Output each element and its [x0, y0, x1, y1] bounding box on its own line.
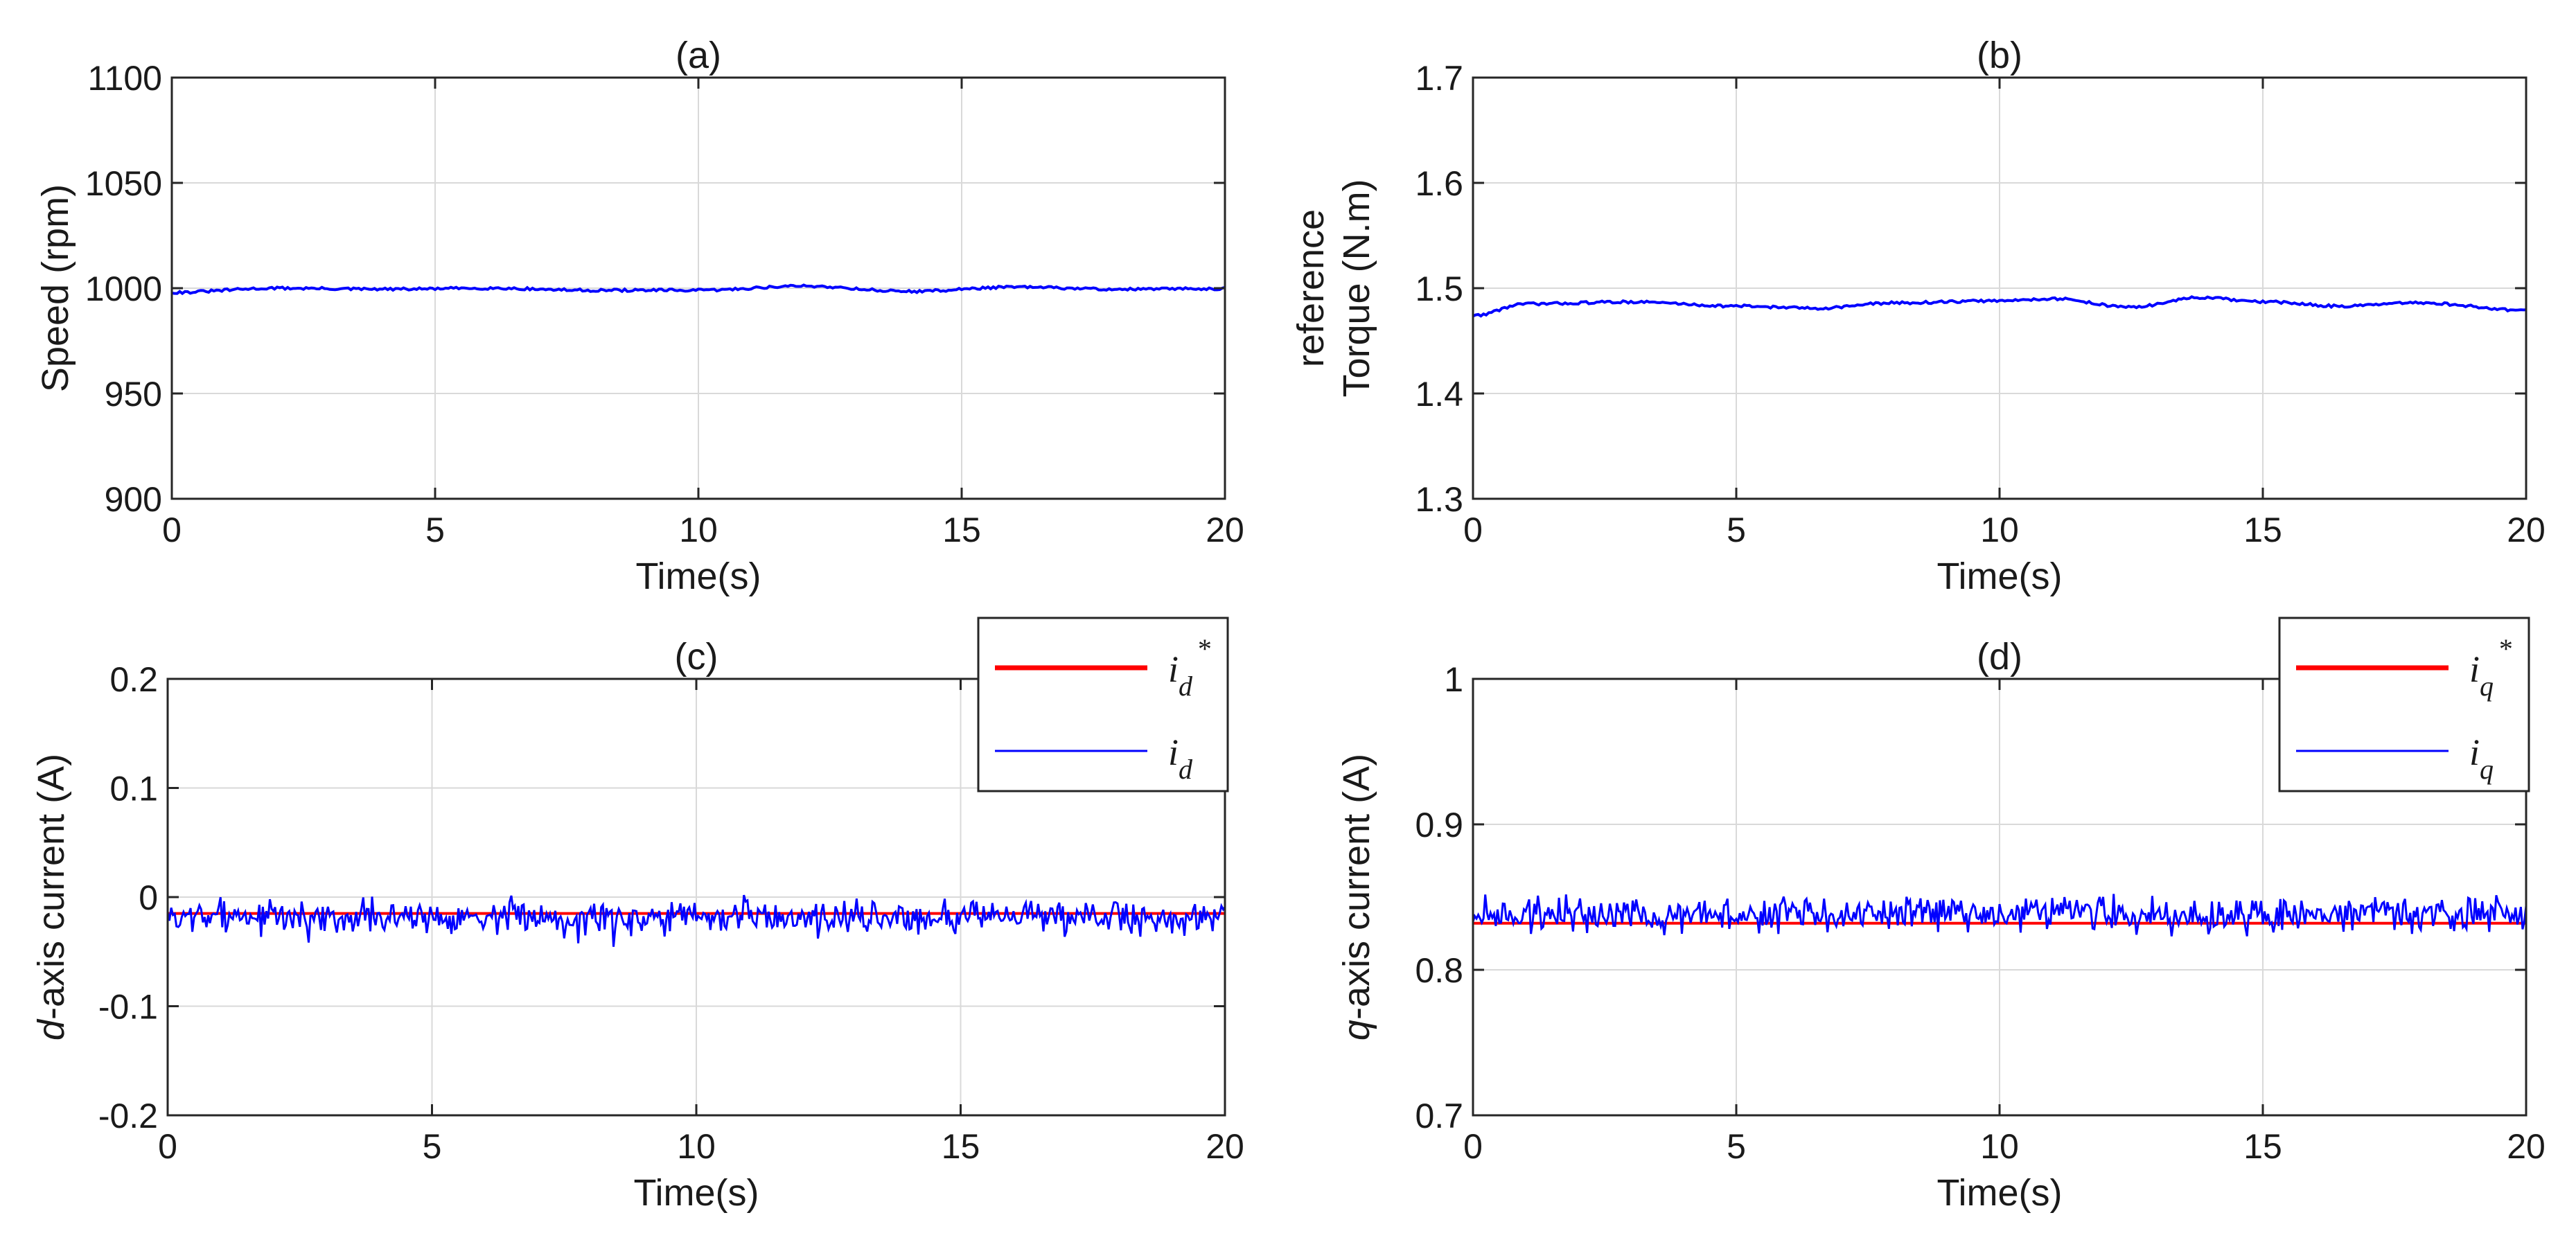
- panel-title: (b): [1977, 35, 2022, 76]
- series-reference-torque: [1473, 295, 2526, 318]
- legend-label-sub: d: [1179, 754, 1193, 785]
- y-tick-label: 1.4: [1415, 375, 1463, 414]
- x-tick-label: 0: [1463, 1127, 1483, 1166]
- y-tick-label: 0: [139, 878, 158, 917]
- legend: id*id: [977, 617, 1229, 792]
- panel-c-d-axis-current: 0 5 10 15 20-0.2-0.100.10.2(c)Time(s)d-axis …: [30, 617, 1244, 1214]
- y-tick-label: -0.2: [98, 1097, 158, 1135]
- y-tick-label: 1: [1444, 660, 1463, 699]
- y-tick-label: 0.7: [1415, 1097, 1463, 1135]
- y-tick-label: 1050: [85, 164, 162, 203]
- legend-label: iq*: [2469, 633, 2512, 702]
- x-tick-label: 0: [1463, 511, 1483, 549]
- y-tick-label: 900: [105, 480, 162, 519]
- y-tick-label: 1.7: [1415, 59, 1463, 98]
- panel-d-q-axis-current: 0 5 10 15 200.70.80.91(d)Time(s)q-axis curre…: [1336, 617, 2546, 1214]
- y-axis-label: reference: [1290, 209, 1332, 367]
- x-tick-label: 10: [1980, 511, 2019, 549]
- x-tick-label: 15: [942, 511, 981, 549]
- x-tick-label: 5: [1727, 511, 1746, 549]
- y-tick-label: 0.2: [109, 660, 158, 699]
- y-tick-label: -0.1: [98, 988, 158, 1027]
- y-axis-label: Speed (rpm): [35, 184, 76, 392]
- x-axis-label: Time(s): [1937, 556, 2063, 597]
- x-tick-label: 10: [679, 511, 718, 549]
- y-tick-label: 950: [105, 375, 162, 414]
- x-tick-label: 5: [425, 511, 445, 549]
- legend-label-sub: q: [2480, 754, 2494, 785]
- legend-box: [2278, 617, 2530, 792]
- y-axis-label-italic: d: [30, 1018, 72, 1040]
- legend-label-sup: *: [1197, 633, 1210, 664]
- x-tick-label: 20: [1206, 511, 1244, 549]
- series-i-d: [168, 894, 1225, 947]
- legend-label: iq: [2469, 732, 2494, 785]
- y-tick-label: 1.6: [1415, 164, 1463, 203]
- y-axis-label-italic: q: [1336, 1020, 1377, 1040]
- y-tick-label: 1.5: [1415, 269, 1463, 308]
- x-axis-label: Time(s): [1937, 1172, 2063, 1214]
- y-axis-label-rest: -axis current (A): [30, 754, 72, 1020]
- y-tick-label: 1000: [85, 269, 162, 308]
- legend: iq*iq: [2278, 617, 2530, 792]
- panel-title: (c): [675, 636, 718, 677]
- y-axis-label-rest: -axis current (A): [1336, 754, 1377, 1020]
- legend-label-sub: q: [2480, 671, 2494, 702]
- legend-label-base: i: [2469, 732, 2480, 773]
- x-tick-label: 5: [423, 1127, 442, 1166]
- y-tick-label: 1100: [87, 59, 162, 98]
- panel-title: (a): [676, 35, 721, 76]
- legend-label-base: i: [1168, 732, 1179, 773]
- y-axis-label: d-axis current (A): [30, 754, 72, 1040]
- y-axis-label: Torque (N.m): [1336, 179, 1377, 397]
- y-tick-label: 0.8: [1415, 951, 1463, 990]
- x-tick-label: 20: [2507, 1127, 2546, 1166]
- panel-b-reference-torque: 0 5 10 15 20 1.3 1.4 1.5 1.6 1.7 (b) Time(s) referen…: [1290, 35, 2546, 597]
- x-tick-label: 10: [1980, 1127, 2019, 1166]
- y-tick-label: 0.9: [1415, 806, 1463, 844]
- x-tick-label: 15: [2243, 1127, 2282, 1166]
- legend-label-base: i: [2469, 648, 2480, 690]
- series-speed: [172, 283, 1225, 296]
- x-axis-label: Time(s): [634, 1172, 759, 1214]
- x-tick-label: 0: [162, 511, 182, 549]
- legend-label-sub: d: [1179, 671, 1193, 702]
- legend-box: [977, 617, 1229, 792]
- x-axis-label: Time(s): [636, 556, 761, 597]
- x-tick-label: 15: [942, 1127, 980, 1166]
- panel-a-speed: 0 5 10 15 20 900 950 1000 1050 1100 (a) Time(s) Spee…: [35, 35, 1244, 597]
- y-tick-label: 0.1: [109, 770, 158, 808]
- x-tick-label: 10: [677, 1127, 716, 1166]
- series-i-q: [1473, 894, 2526, 937]
- legend-label: id: [1168, 732, 1193, 785]
- y-tick-label: 1.3: [1415, 480, 1463, 519]
- x-tick-label: 5: [1727, 1127, 1746, 1166]
- y-axis-label: q-axis current (A): [1336, 754, 1377, 1040]
- x-tick-label: 20: [2507, 511, 2546, 549]
- x-tick-label: 20: [1206, 1127, 1244, 1166]
- legend-label-base: i: [1168, 648, 1179, 690]
- legend-label: id*: [1168, 633, 1210, 702]
- x-tick-label: 15: [2243, 511, 2282, 549]
- legend-label-sup: *: [2498, 633, 2512, 664]
- x-tick-label: 0: [158, 1127, 177, 1166]
- panel-title: (d): [1977, 636, 2022, 677]
